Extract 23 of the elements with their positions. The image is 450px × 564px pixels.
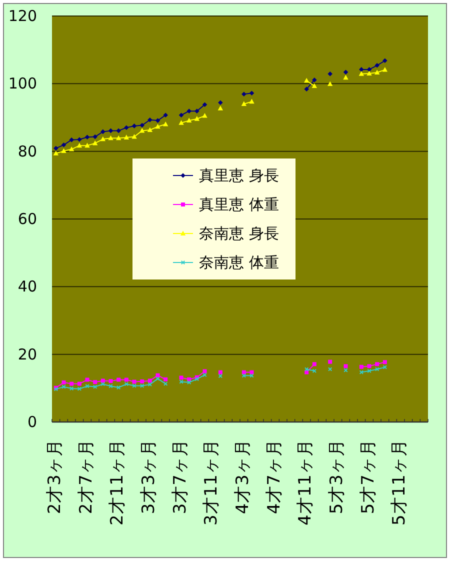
- x-tick-label: 5才3ヶ月: [326, 439, 347, 514]
- x-tick-label: 4才7ヶ月: [264, 439, 284, 514]
- y-tick-label: 20: [18, 345, 37, 364]
- x-tick-label: 2才3ヶ月: [44, 439, 65, 514]
- x-tick-label: 2才11ヶ月: [108, 439, 128, 526]
- x-tick-label: 3才7ヶ月: [170, 439, 190, 514]
- y-tick-label: 80: [18, 142, 37, 160]
- y-tick-label: 100: [8, 74, 37, 93]
- x-tick-label: 3才3ヶ月: [138, 439, 159, 514]
- legend-label: 奈南恵 体重: [199, 254, 279, 272]
- x-tick-label: 4才11ヶ月: [296, 439, 316, 526]
- legend-label: 奈南恵 身長: [199, 224, 279, 242]
- y-tick-label: 0: [27, 413, 37, 431]
- x-tick-label: 4才3ヶ月: [232, 439, 253, 514]
- y-tick-label: 40: [18, 278, 37, 296]
- x-tick-label: 3才11ヶ月: [202, 439, 222, 526]
- y-tick-label: 60: [18, 210, 37, 228]
- x-tick-label: 5才7ヶ月: [358, 439, 378, 514]
- legend-label: 真里恵 身長: [199, 166, 279, 184]
- legend-label: 真里恵 体重: [199, 196, 279, 214]
- x-tick-label: 5才11ヶ月: [390, 439, 410, 526]
- y-tick-label: 120: [8, 7, 37, 25]
- x-tick-label: 2才7ヶ月: [76, 439, 96, 514]
